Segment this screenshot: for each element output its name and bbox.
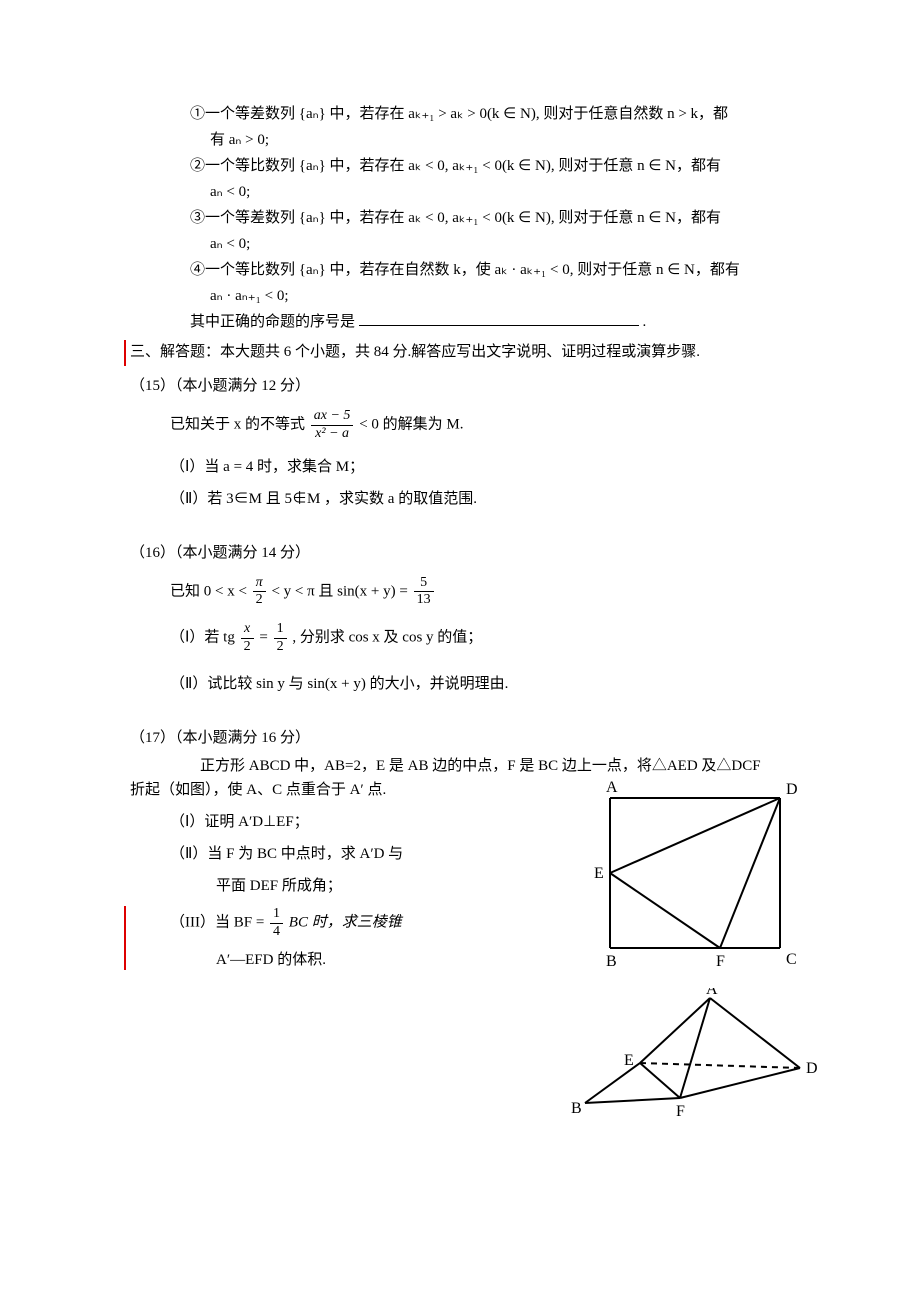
svg-text:D: D — [806, 1060, 818, 1077]
svg-text:E: E — [624, 1052, 634, 1069]
q16-frac2: 5 13 — [414, 575, 434, 610]
q16-title: （16）（本小题满分 14 分） — [130, 541, 800, 565]
svg-text:A: A — [606, 779, 618, 796]
q17-title: （17）（本小题满分 16 分） — [130, 726, 800, 750]
stmt-period: . — [643, 314, 647, 330]
q15-fraction: ax − 5 x² − a — [311, 408, 354, 443]
q17-p3a-frac: 1 4 — [270, 906, 283, 941]
q17-p3a-frac-den: 4 — [270, 924, 283, 941]
question-17: （17）（本小题满分 16 分） 正方形 ABCD 中，AB=2，E 是 AB … — [130, 726, 800, 1123]
figure-square-abcd: A D B C E F — [570, 778, 810, 973]
q17-left-column: 折起（如图），使 A、C 点重合于 A′ 点. （Ⅰ）证明 A′D⊥EF； （Ⅱ… — [130, 778, 560, 1123]
q17-line1: 正方形 ABCD 中，AB=2，E 是 AB 边的中点，F 是 BC 边上一点，… — [170, 754, 800, 778]
svg-text:E: E — [594, 865, 604, 882]
q16-p1-frac1-den: 2 — [241, 639, 254, 656]
q16-p1-frac2: 1 2 — [274, 621, 287, 656]
q16-frac2-den: 13 — [414, 592, 434, 609]
q17-part2b: 平面 DEF 所成角； — [216, 874, 560, 898]
answer-blank[interactable] — [359, 325, 639, 326]
svg-text:F: F — [716, 953, 725, 970]
q16-frac1: π 2 — [253, 575, 266, 610]
q17-part3b: A′—EFD 的体积. — [216, 948, 560, 972]
svg-text:A′: A′ — [706, 988, 721, 998]
stmt-4-line1: ④一个等比数列 {aₙ} 中，若存在自然数 k，使 aₖ · aₖ₊₁ < 0,… — [130, 258, 800, 282]
q15-title: （15）（本小题满分 12 分） — [130, 374, 800, 398]
svg-text:D: D — [786, 781, 798, 798]
q16-given-pre: 已知 0 < x < — [170, 583, 251, 599]
q16-p1-mid: = — [259, 630, 271, 646]
q16-p1-pre: （Ⅰ）若 tg — [170, 630, 239, 646]
q16-given-mid: < y < π 且 sin(x + y) = — [271, 583, 411, 599]
question-15: （15）（本小题满分 12 分） 已知关于 x 的不等式 ax − 5 x² −… — [130, 374, 800, 511]
q17-line2: 折起（如图），使 A、C 点重合于 A′ 点. — [130, 778, 560, 802]
stmt-1-line1: ①一个等差数列 {aₙ} 中，若存在 aₖ₊₁ > aₖ > 0(k ∈ N),… — [130, 102, 800, 126]
red-mark-2 — [124, 906, 126, 970]
stmt-3-line1: ③一个等差数列 {aₙ} 中，若存在 aₖ < 0, aₖ₊₁ < 0(k ∈ … — [130, 206, 800, 230]
figure-folded-tetra: A′ E F B D — [570, 988, 820, 1123]
stmt-prompt: 其中正确的命题的序号是 . — [130, 310, 800, 334]
q17-part3a: （III）当 BF = 1 4 BC 时，求三棱锥 — [170, 906, 560, 941]
red-mark-1 — [124, 340, 126, 366]
q16-p1-frac2-den: 2 — [274, 639, 287, 656]
q16-frac1-num: π — [253, 575, 266, 593]
section-3-header: 三、解答题：本大题共 6 个小题，共 84 分.解答应写出文字说明、证明过程或演… — [130, 340, 800, 364]
q15-frac-num: ax − 5 — [311, 408, 354, 426]
q16-p1-post: , 分别求 cos x 及 cos y 的值； — [292, 630, 482, 646]
q17-part1: （Ⅰ）证明 A′D⊥EF； — [170, 810, 560, 834]
stmt-1-line2: 有 aₙ > 0; — [130, 128, 800, 152]
q17-p3a-pre: （III）当 BF = — [170, 915, 268, 931]
q15-part2: （Ⅱ）若 3∈M 且 5∉M ，求实数 a 的取值范围. — [170, 487, 800, 511]
q15-part1: （Ⅰ）当 a = 4 时，求集合 M； — [170, 455, 800, 479]
svg-text:F: F — [676, 1103, 685, 1120]
q17-figures: ADBCEF A′EFBD — [560, 778, 800, 1123]
q17-part2a: （Ⅱ）当 F 为 BC 中点时，求 A′D 与 — [170, 842, 560, 866]
q16-part2: （Ⅱ）试比较 sin y 与 sin(x + y) 的大小，并说明理由. — [170, 672, 800, 696]
svg-text:B: B — [571, 1100, 582, 1117]
q16-frac1-den: 2 — [253, 592, 266, 609]
svg-text:C: C — [786, 951, 797, 968]
question-16: （16）（本小题满分 14 分） 已知 0 < x < π 2 < y < π … — [130, 541, 800, 696]
q15-frac-den: x² − a — [311, 426, 354, 443]
q17-p3a-post: BC 时，求三棱锥 — [289, 915, 402, 931]
q16-p1-frac1: x 2 — [241, 621, 254, 656]
stmt-2-line2: aₙ < 0; — [130, 180, 800, 204]
stmt-prompt-text: 其中正确的命题的序号是 — [190, 314, 355, 330]
q16-p1-frac1-num: x — [241, 621, 254, 639]
q15-body-post: < 0 的解集为 M. — [359, 417, 463, 433]
q16-part1: （Ⅰ）若 tg x 2 = 1 2 , 分别求 cos x 及 cos y 的值… — [170, 621, 800, 656]
stmt-4-line2: aₙ · aₙ₊₁ < 0; — [130, 284, 800, 308]
q15-body-pre: 已知关于 x 的不等式 — [170, 417, 309, 433]
q16-p1-frac2-num: 1 — [274, 621, 287, 639]
q17-p3a-frac-num: 1 — [270, 906, 283, 924]
svg-text:B: B — [606, 953, 617, 970]
q16-frac2-num: 5 — [414, 575, 434, 593]
q16-given: 已知 0 < x < π 2 < y < π 且 sin(x + y) = 5 … — [170, 575, 800, 610]
stmt-3-line2: aₙ < 0; — [130, 232, 800, 256]
statements-block: ①一个等差数列 {aₙ} 中，若存在 aₖ₊₁ > aₖ > 0(k ∈ N),… — [130, 102, 800, 334]
q15-body: 已知关于 x 的不等式 ax − 5 x² − a < 0 的解集为 M. — [170, 408, 800, 443]
stmt-2-line1: ②一个等比数列 {aₙ} 中，若存在 aₖ < 0, aₖ₊₁ < 0(k ∈ … — [130, 154, 800, 178]
